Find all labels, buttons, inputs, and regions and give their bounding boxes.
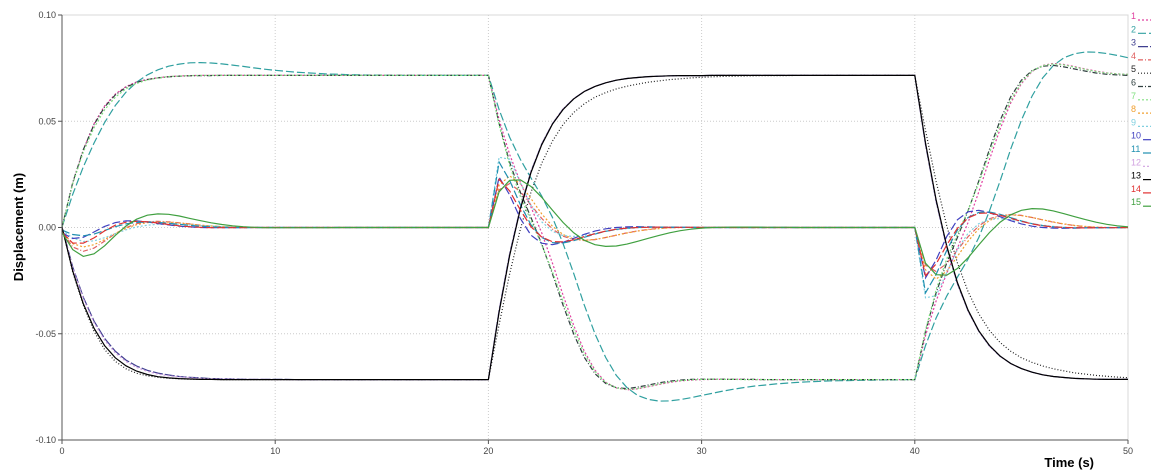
series-line-7 xyxy=(61,63,1129,391)
y-tick-label: 0.05 xyxy=(38,116,56,126)
x-tick-label: 20 xyxy=(483,446,493,456)
legend-label-15: 15 xyxy=(1131,197,1141,207)
y-axis-title: Displacement (m) xyxy=(11,173,26,281)
series-line-13 xyxy=(61,74,1128,381)
x-axis-title: Time (s) xyxy=(1044,455,1094,470)
series-line-2 xyxy=(61,51,1129,402)
legend-label-1: 1 xyxy=(1131,11,1136,21)
legend-label-13: 13 xyxy=(1131,171,1141,181)
legend-label-5: 5 xyxy=(1131,64,1136,74)
series-line-14 xyxy=(61,178,1129,277)
legend-label-11: 11 xyxy=(1131,144,1140,154)
x-tick-label: 40 xyxy=(910,446,920,456)
legend-label-2: 2 xyxy=(1131,24,1136,34)
legend-label-12: 12 xyxy=(1131,157,1141,167)
series-lines xyxy=(61,51,1129,402)
y-tick-label: 0.10 xyxy=(38,10,56,20)
tick-labels: 0 10 20 30 40 50 -0.10 -0.05 0.00 0.05 0.10 xyxy=(35,10,1133,456)
series-line-15 xyxy=(61,179,1129,276)
legend-label-9: 9 xyxy=(1131,117,1136,127)
y-tick-label: -0.10 xyxy=(35,435,56,445)
x-tick-label: 0 xyxy=(59,446,64,456)
legend-label-4: 4 xyxy=(1131,51,1136,61)
y-tick-label: 0.00 xyxy=(38,223,56,233)
series-line-6 xyxy=(61,64,1129,390)
legend-label-3: 3 xyxy=(1131,38,1136,48)
x-tick-label: 50 xyxy=(1123,446,1133,456)
x-tick-label: 10 xyxy=(270,446,280,456)
legend-label-10: 10 xyxy=(1131,131,1141,141)
y-tick-label: -0.05 xyxy=(35,329,56,339)
legend-label-8: 8 xyxy=(1131,104,1136,114)
legend-label-7: 7 xyxy=(1131,91,1136,101)
legend-label-6: 6 xyxy=(1131,78,1136,88)
legend-label-14: 14 xyxy=(1131,184,1141,194)
x-tick-label: 30 xyxy=(697,446,707,456)
